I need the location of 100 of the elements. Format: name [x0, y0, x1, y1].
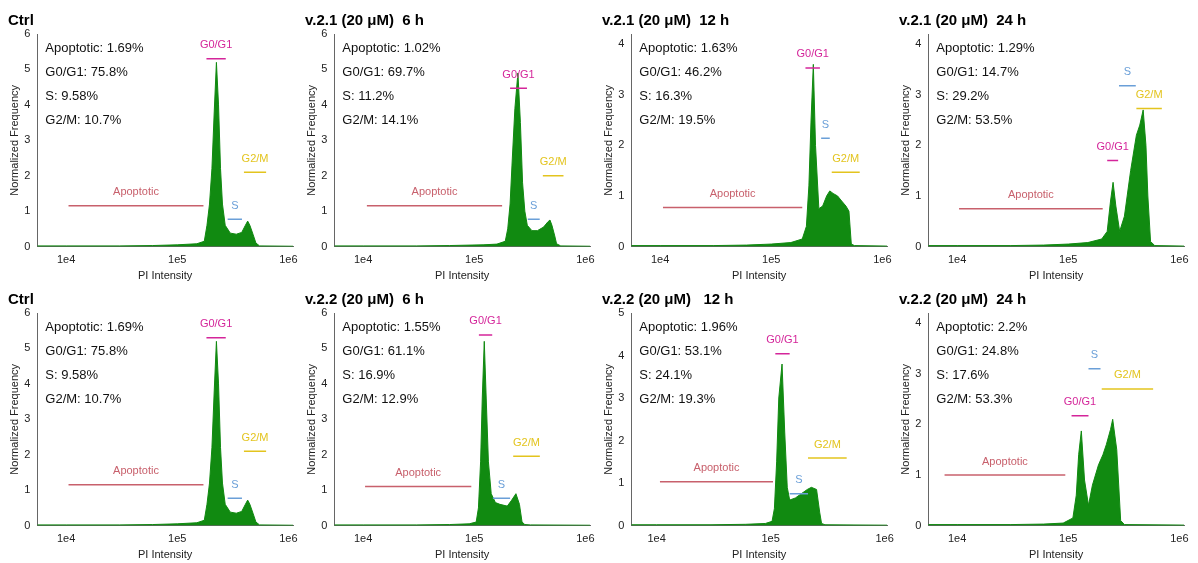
series-label: G0/G1 — [1063, 395, 1097, 408]
y-tick-label: 3 — [915, 366, 922, 379]
y-tick-label: 3 — [618, 391, 625, 404]
chart-title: v.2.1 (20 μM) 24 h — [899, 11, 1027, 29]
chart-title: Ctrl — [8, 290, 34, 308]
x-tick-label: 1e5 — [762, 253, 781, 266]
series-label: G2/M — [241, 151, 269, 164]
x-tick-label: 1e5 — [465, 532, 484, 545]
series-label: G0/G1 — [502, 67, 535, 80]
y-tick-label: 1 — [321, 483, 328, 496]
annotation: Apoptotic: 1.63% — [639, 40, 739, 56]
y-tick-label: 1 — [618, 476, 625, 489]
series-label: Apoptotic — [1007, 188, 1055, 201]
y-tick-label: 5 — [24, 62, 31, 75]
x-tick-label: 1e4 — [947, 532, 967, 545]
y-tick-label: 3 — [915, 87, 922, 100]
x-tick-label: 1e4 — [56, 253, 76, 266]
y-tick-label: 6 — [24, 27, 31, 40]
x-axis-title: PI Intensity — [434, 269, 490, 282]
annotation: S: 16.9% — [342, 367, 396, 383]
annotation: G2/M: 53.5% — [936, 112, 1013, 128]
y-axis-title: Normalized Frequency — [7, 84, 20, 196]
annotation: G0/G1: 53.1% — [639, 343, 723, 359]
series-label: Apoptotic — [113, 185, 160, 198]
x-axis-title: PI Intensity — [731, 269, 787, 282]
annotation: Apoptotic: 2.2% — [936, 319, 1028, 335]
y-axis-title: Normalized Frequency — [898, 84, 911, 196]
annotation: S: 9.58% — [45, 88, 99, 104]
y-tick-label: 3 — [24, 412, 31, 425]
y-tick-label: 2 — [618, 433, 625, 446]
series-label: G2/M — [832, 151, 860, 164]
annotation: S: 24.1% — [639, 367, 693, 383]
series-label: S — [231, 198, 239, 211]
y-tick-label: 0 — [915, 518, 922, 531]
y-tick-label: 1 — [915, 189, 922, 202]
series-label: Apoptotic — [981, 454, 1029, 467]
series-label: G0/G1 — [796, 47, 829, 60]
y-tick-label: 0 — [24, 239, 31, 252]
x-tick-label: 1e4 — [650, 253, 670, 266]
x-tick-label: 1e6 — [279, 253, 298, 266]
annotation: G0/G1: 75.8% — [45, 343, 129, 359]
series-label: Apoptotic — [411, 185, 458, 198]
annotation: G2/M: 10.7% — [45, 391, 122, 407]
annotation: G2/M: 10.7% — [45, 112, 122, 128]
series-label: G2/M — [813, 437, 841, 450]
y-tick-label: 1 — [24, 204, 31, 217]
series-label: G0/G1 — [1096, 140, 1129, 153]
x-tick-label: 1e4 — [353, 253, 373, 266]
chart-title: v.2.2 (20 μM) 24 h — [899, 290, 1027, 308]
y-tick-label: 0 — [915, 239, 922, 252]
y-tick-label: 4 — [618, 348, 625, 361]
y-tick-label: 0 — [321, 518, 328, 531]
x-tick-label: 1e6 — [1170, 532, 1189, 545]
y-tick-label: 1 — [915, 468, 922, 481]
annotation: Apoptotic: 1.96% — [639, 319, 739, 335]
annotation: S: 9.58% — [45, 367, 99, 383]
annotation: Apoptotic: 1.69% — [45, 319, 145, 335]
y-tick-label: 5 — [24, 341, 31, 354]
series-label: S — [821, 117, 830, 130]
y-tick-label: 2 — [618, 138, 625, 151]
series-label: G0/G1 — [766, 333, 799, 346]
y-tick-label: 4 — [915, 37, 922, 50]
x-tick-label: 1e4 — [353, 532, 373, 545]
series-label: Apoptotic — [693, 461, 740, 474]
series-label: G2/M — [1135, 87, 1163, 100]
x-tick-label: 1e4 — [56, 532, 76, 545]
x-tick-label: 1e5 — [168, 253, 187, 266]
x-tick-label: 1e5 — [1059, 253, 1078, 266]
x-tick-label: 1e5 — [1059, 532, 1078, 545]
x-tick-label: 1e5 — [168, 532, 187, 545]
y-tick-label: 0 — [321, 239, 328, 252]
series-label: G2/M — [513, 435, 540, 448]
y-tick-label: 4 — [321, 97, 328, 110]
x-tick-label: 1e4 — [647, 532, 666, 545]
annotation: G2/M: 19.5% — [639, 112, 716, 128]
series-label: G0/G1 — [469, 314, 502, 327]
annotation: S: 11.2% — [342, 88, 395, 104]
y-tick-label: 5 — [321, 341, 328, 354]
annotation: G0/G1: 61.1% — [342, 343, 426, 359]
y-tick-label: 0 — [24, 518, 31, 531]
y-tick-label: 0 — [618, 518, 625, 531]
annotation: Apoptotic: 1.69% — [45, 40, 145, 56]
y-tick-label: 2 — [321, 168, 328, 181]
x-axis-title: PI Intensity — [137, 548, 193, 561]
y-tick-label: 4 — [321, 376, 328, 389]
x-tick-label: 1e5 — [761, 532, 780, 545]
y-tick-label: 2 — [915, 417, 922, 430]
y-tick-label: 0 — [618, 239, 625, 252]
annotation: G0/G1: 75.8% — [45, 64, 129, 80]
x-tick-label: 1e6 — [875, 532, 894, 545]
x-axis-title: PI Intensity — [1028, 269, 1084, 282]
series-label: G0/G1 — [199, 317, 233, 330]
y-tick-label: 2 — [24, 168, 31, 181]
annotation: G0/G1: 14.7% — [936, 64, 1020, 80]
x-axis-title: PI Intensity — [137, 269, 193, 282]
y-tick-label: 3 — [24, 133, 31, 146]
annotation: S: 17.6% — [936, 367, 990, 383]
y-tick-label: 1 — [321, 204, 328, 217]
y-tick-label: 3 — [321, 412, 328, 425]
annotation: G0/G1: 46.2% — [639, 64, 723, 80]
